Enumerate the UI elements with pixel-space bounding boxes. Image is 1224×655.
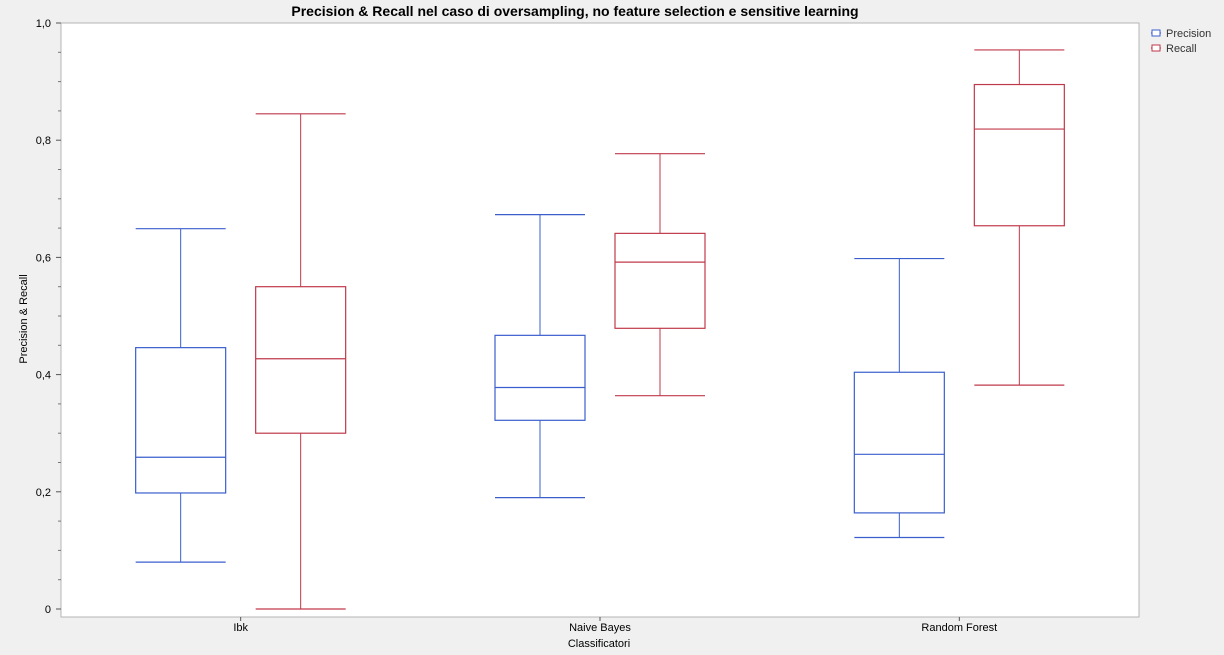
x-axis-label: Classificatori	[568, 638, 630, 650]
y-tick-label: 0,8	[36, 135, 51, 147]
x-axis: Ibk Naive Bayes Random Forest	[233, 617, 997, 634]
box-recall	[614, 153, 706, 397]
legend: Precision Recall	[1151, 28, 1211, 55]
chart-title: Precision & Recall nel caso di oversampl…	[291, 3, 858, 19]
legend-label: Recall	[1166, 43, 1197, 55]
box-precision	[853, 257, 945, 539]
legend-label: Precision	[1166, 28, 1211, 40]
x-tick-label: Random Forest	[921, 622, 997, 634]
box-precision	[494, 214, 586, 499]
y-axis-label: Precision & Recall	[18, 274, 30, 363]
box-iqr	[135, 347, 227, 494]
y-tick-label: 0,2	[36, 487, 51, 499]
box-iqr	[973, 83, 1065, 227]
box-iqr	[853, 371, 945, 514]
box-recall	[973, 49, 1065, 386]
legend-swatch-box	[1151, 44, 1161, 52]
y-axis: 0 0,2 0,4 0,6 0,8 1,0	[36, 18, 61, 616]
y-tick-label: 0,6	[36, 252, 51, 264]
box-iqr	[255, 286, 347, 434]
boxes-group	[135, 49, 1065, 610]
y-tick-label: 0,4	[36, 370, 51, 382]
x-tick-label: Ibk	[233, 622, 248, 634]
box-precision	[135, 228, 227, 563]
x-tick-label: Naive Bayes	[569, 622, 631, 634]
box-iqr	[494, 334, 586, 421]
box-recall	[255, 113, 347, 610]
y-tick-label: 1,0	[36, 18, 51, 30]
plot-area	[60, 22, 1140, 618]
y-tick-label: 0	[45, 604, 51, 616]
legend-swatch-box	[1151, 29, 1161, 37]
box-iqr	[614, 232, 706, 329]
legend-item-precision: Precision	[1151, 28, 1211, 40]
legend-item-recall: Recall	[1151, 43, 1197, 55]
